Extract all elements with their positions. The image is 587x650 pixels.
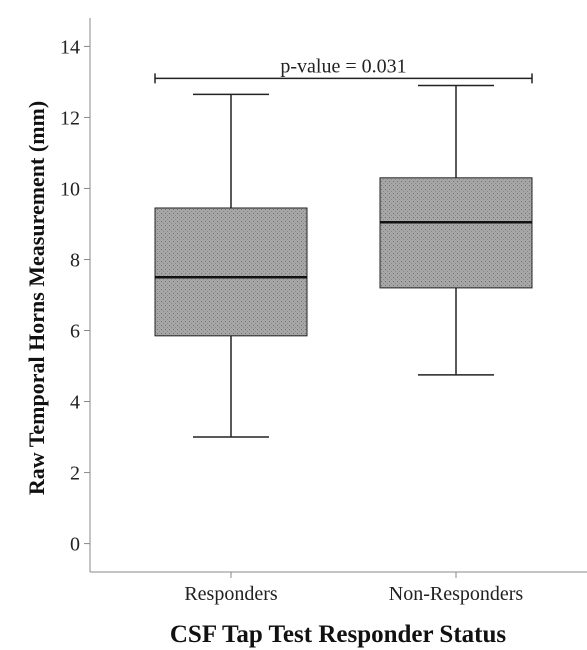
x-tick-label: Non-Responders: [389, 583, 524, 605]
y-tick-label: 10: [60, 178, 80, 200]
x-tick-label: Responders: [184, 583, 278, 605]
y-tick-label: 0: [70, 534, 80, 556]
box-iqr: [154, 207, 308, 337]
p-value-label: p-value = 0.031: [280, 55, 406, 77]
y-tick-label: 14: [60, 36, 80, 58]
box-group: [154, 84, 533, 438]
box-plot-responders: [154, 93, 308, 438]
plot-area: 0 2 4 6 8 10 12 14 Responders Non-Responders p-v…: [60, 18, 587, 605]
y-axis-title: Raw Temporal Horns Measurement (mm): [24, 101, 49, 495]
y-tick-label: 4: [70, 392, 80, 414]
x-tick-group: Responders Non-Responders: [184, 572, 523, 605]
y-tick-label: 6: [70, 321, 80, 343]
annotation-group: p-value = 0.031: [154, 55, 533, 84]
y-tick-group: 0 2 4 6 8 10 12 14: [60, 36, 90, 556]
y-tick-label: 2: [70, 463, 80, 485]
y-tick-label: 12: [60, 107, 80, 129]
box-iqr: [379, 177, 533, 289]
y-tick-label: 8: [70, 249, 80, 271]
box-plot-non-responders: [379, 84, 533, 376]
x-axis-title: CSF Tap Test Responder Status: [170, 621, 507, 648]
